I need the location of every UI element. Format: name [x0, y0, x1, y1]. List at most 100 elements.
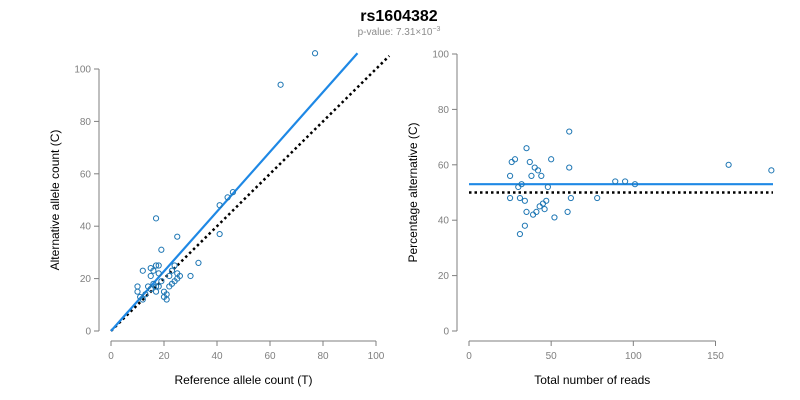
left-data-point [147, 285, 154, 293]
right-data-point [523, 145, 530, 152]
right-y-axis-label: Percentage alternative (C) [406, 122, 420, 262]
right-data-point [543, 197, 550, 204]
left-data-point [155, 262, 162, 269]
left-data-point [155, 283, 162, 290]
right-y-tick-label: 20 [438, 271, 450, 282]
right-data-point [594, 194, 601, 202]
right-data-point [622, 178, 629, 185]
left-x-tick-label: 80 [317, 351, 329, 362]
right-y-tick-label: 80 [438, 105, 450, 116]
left-y-tick-label: 80 [80, 117, 92, 128]
right-data-point [518, 181, 525, 188]
left-data-point [134, 283, 141, 290]
left-x-tick-label: 60 [264, 351, 276, 362]
right-data-point [533, 208, 540, 215]
left-fit-line [110, 52, 359, 332]
right-data-point [521, 197, 528, 204]
left-data-point [168, 267, 176, 274]
right-data-point [526, 158, 533, 166]
right-scatter-panel: 0 50 100 150 0 20 40 60 80 100 Total number of rea… [406, 50, 775, 387]
right-data-point [566, 128, 573, 135]
left-data-point [163, 291, 170, 298]
right-x-tick-label: 100 [625, 351, 642, 362]
p-value-exponent: −3 [432, 26, 440, 33]
right-data-point [531, 164, 538, 171]
right-data-point [539, 200, 547, 207]
left-data-point [147, 272, 154, 280]
right-x-tick-label: 50 [546, 351, 558, 362]
left-data-point [158, 246, 165, 253]
left-data-point [155, 270, 162, 277]
right-data-point [567, 194, 574, 202]
left-data-point [229, 189, 236, 196]
right-data-point [544, 183, 551, 191]
left-data-point [224, 194, 231, 201]
left-scatter-panel: 0 20 40 60 80 100 0 20 40 60 80 100 Reference allele… [48, 50, 391, 387]
left-data-point [166, 272, 173, 280]
left-x-axis-label: Reference allele count (T) [174, 373, 312, 387]
left-data-point [152, 288, 160, 295]
chart-subtitle: p-value: 7.31×10−3 [358, 26, 441, 38]
right-y-tick-label: 0 [443, 327, 449, 338]
left-x-tick-label: 20 [158, 351, 170, 362]
left-y-tick-label: 100 [74, 65, 91, 76]
right-data-point [529, 211, 537, 218]
left-data-point [139, 267, 146, 274]
left-data-point [277, 81, 284, 88]
left-data-point [311, 50, 319, 57]
left-y-tick-label: 40 [80, 222, 92, 233]
right-data-point [534, 167, 542, 174]
left-y-tick-label: 0 [85, 327, 91, 338]
right-x-tick-label: 150 [707, 351, 724, 362]
left-data-point [134, 288, 141, 295]
right-data-point [768, 167, 775, 174]
left-data-point [216, 230, 223, 238]
right-data-point [548, 156, 555, 163]
left-data-point [174, 233, 181, 240]
right-data-point [528, 172, 535, 179]
right-data-point [612, 178, 619, 185]
left-data-point [150, 267, 157, 274]
right-y-tick-label: 100 [432, 50, 449, 61]
right-data-point [511, 156, 519, 163]
right-data-point [566, 164, 573, 171]
left-data-point [187, 272, 194, 280]
right-x-axis-label: Total number of reads [534, 373, 650, 387]
left-data-point [195, 259, 202, 266]
left-data-point [139, 296, 146, 303]
right-y-tick-label: 40 [438, 216, 450, 227]
left-data-point [152, 215, 160, 222]
right-y-tick-label: 60 [438, 160, 450, 171]
left-data-point [176, 272, 183, 280]
p-value-text: p-value: 7.31×10 [358, 27, 433, 38]
right-data-point [506, 172, 514, 179]
right-data-point [725, 161, 732, 168]
left-data-point [171, 262, 178, 269]
right-data-point [631, 181, 639, 188]
left-data-point [158, 278, 165, 285]
left-x-tick-label: 40 [211, 351, 223, 362]
chart-title: rs1604382 [360, 8, 438, 25]
right-data-point [521, 222, 528, 229]
left-data-point [142, 291, 149, 298]
right-data-point [516, 194, 524, 202]
right-data-point [538, 172, 545, 179]
left-y-tick-label: 60 [80, 169, 92, 180]
right-data-point [508, 158, 515, 166]
left-x-tick-label: 100 [368, 351, 385, 362]
left-y-tick-label: 20 [80, 274, 92, 285]
left-data-point [216, 202, 223, 209]
right-data-point [551, 214, 558, 221]
left-reference-line [110, 55, 391, 332]
left-x-tick-label: 0 [108, 351, 114, 362]
right-data-point [541, 206, 548, 213]
right-data-point [564, 208, 571, 215]
left-y-axis-label: Alternative allele count (C) [48, 130, 62, 271]
right-data-point [516, 230, 524, 238]
right-data-point [536, 203, 543, 210]
left-data-point [152, 283, 160, 290]
right-data-point [523, 208, 530, 215]
right-x-tick-label: 0 [466, 351, 472, 362]
